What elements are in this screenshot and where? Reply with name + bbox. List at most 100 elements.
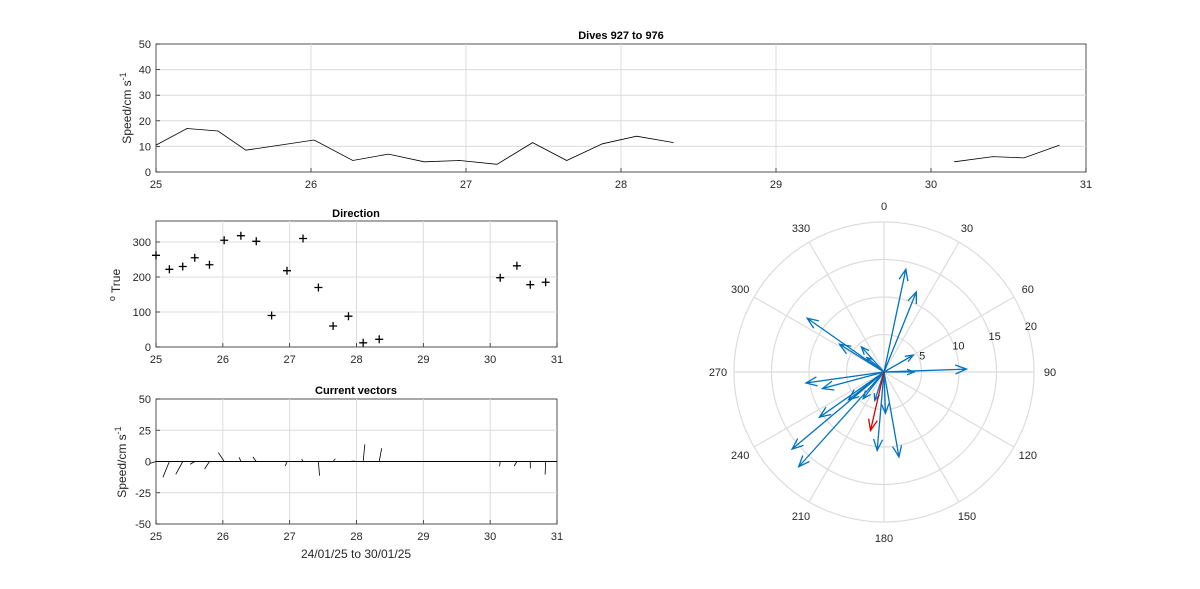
- direction-point: [344, 312, 353, 321]
- compass-arrow-head: [790, 438, 804, 451]
- compass-arrow-head: [906, 368, 916, 376]
- compass-spoke: [753, 371, 885, 448]
- speed-ytick-label: 0: [145, 167, 151, 179]
- compass-arrow-shaft: [883, 368, 967, 373]
- direction-series: [152, 231, 550, 347]
- speed-ytick-label: 50: [139, 39, 151, 51]
- compass-angle-label: 0: [881, 201, 887, 213]
- speed-panel: 25 26 27 28 29 30 31 0 10 20 30 40 50 Dives 927 to …: [118, 30, 1092, 191]
- direction-point: [541, 278, 550, 287]
- compass-radius-label: 10: [952, 341, 964, 353]
- vectors-stick: [149, 461, 157, 464]
- compass-arrow-head: [797, 455, 810, 469]
- compass-arrow-head: [865, 356, 873, 363]
- direction-point: [190, 253, 199, 262]
- compass-arrow-shaft: [876, 371, 885, 451]
- compass-spoke: [753, 296, 885, 373]
- compass-arrow-shaft: [869, 371, 885, 431]
- compass-arrow-head: [860, 345, 870, 356]
- direction-xtick-label: 25: [150, 354, 162, 366]
- compass-arrow-head: [862, 390, 871, 400]
- vectors-xtick-labels: 25 26 27 28 29 30 31: [150, 531, 563, 543]
- compass-angle-label: 270: [709, 367, 727, 379]
- compass-arrow-head: [892, 445, 903, 459]
- direction-point: [205, 260, 214, 269]
- direction-point: [165, 265, 174, 274]
- direction-ytick-label: 0: [145, 342, 151, 354]
- compass-angle-label: 180: [875, 533, 893, 545]
- vectors-ytick-label: 50: [139, 394, 151, 406]
- vectors-xtick-label: 30: [484, 531, 496, 543]
- direction-point: [220, 236, 229, 245]
- speed-ylabel-text: Speed/cm s: [120, 80, 134, 143]
- compass-arrow-head: [954, 364, 969, 375]
- vectors-xtick-label: 31: [551, 531, 563, 543]
- compass-arrow-shaft: [883, 371, 887, 414]
- compass-arrow-shaft: [860, 346, 885, 373]
- direction-ytick-label: 300: [133, 237, 151, 249]
- vectors-stick: [378, 448, 383, 462]
- speed-xtick-label: 31: [1080, 179, 1092, 191]
- compass-spoke: [883, 371, 1015, 448]
- compass-angle-label: 300: [731, 284, 749, 296]
- compass-spoke: [883, 371, 960, 503]
- vectors-stick: [189, 461, 195, 465]
- direction-point: [178, 262, 187, 271]
- direction-point: [359, 338, 368, 347]
- compass-arrow-shaft: [883, 354, 914, 373]
- compass-arrow-head: [820, 380, 835, 391]
- direction-point: [282, 266, 291, 275]
- vectors-xtick-label: 27: [284, 531, 296, 543]
- vectors-xtick-label: 26: [217, 531, 229, 543]
- compass-arrow-shaft: [883, 291, 917, 373]
- vectors-stick: [362, 444, 366, 462]
- speed-xtick-labels: 25 26 27 28 29 30 31: [150, 179, 1092, 191]
- vectors-series: [149, 444, 557, 478]
- vectors-xtick-label: 25: [150, 531, 162, 543]
- direction-ylabel-text: True: [109, 269, 123, 294]
- direction-ytick-label: 100: [133, 307, 151, 319]
- compass-arrow-head: [805, 317, 820, 329]
- speed-title: Dives 927 to 976: [578, 30, 664, 42]
- compass-arrow-head: [838, 343, 852, 355]
- speed-xtick-label: 28: [615, 179, 627, 191]
- vectors-stick: [204, 461, 210, 470]
- compass-arrow-head: [904, 354, 915, 363]
- direction-ytick-label: 200: [133, 272, 151, 284]
- direction-xtick-label: 31: [551, 354, 563, 366]
- compass-arrow-head: [873, 438, 884, 453]
- direction-panel: 25 26 27 28 29 30 31 0 100 200 300 Direction o Tru…: [107, 208, 563, 366]
- compass-arrow-shaft: [791, 371, 885, 450]
- compass-radius-label: 20: [1025, 321, 1037, 333]
- compass-angle-label: 240: [731, 450, 749, 462]
- direction-point: [152, 251, 160, 260]
- direction-xtick-label: 28: [350, 354, 362, 366]
- vectors-panel: 25 26 27 28 29 30 31 -50 -25 0 25 50 Current vecto…: [113, 385, 563, 561]
- vectors-stick: [513, 461, 518, 467]
- compass-angle-label: 210: [792, 511, 810, 523]
- speed-xtick-label: 26: [305, 179, 317, 191]
- direction-point: [496, 273, 505, 282]
- direction-point: [329, 322, 338, 330]
- compass-arrow-shaft: [839, 343, 885, 373]
- speed-series-line: [954, 144, 1060, 163]
- compass-panel: 5 10 15 20 0 30 60 90 120 150 180 210 240 270 300 330: [709, 201, 1056, 545]
- compass-arrow-shaft: [883, 269, 907, 373]
- vectors-xtick-label: 29: [417, 531, 429, 543]
- vectors-stick: [238, 457, 242, 462]
- vectors-title: Current vectors: [315, 385, 397, 397]
- compass-arrow-head: [907, 290, 917, 305]
- vectors-ytick-label: -50: [135, 519, 151, 531]
- speed-ytick-label: 10: [139, 141, 151, 153]
- vectors-ytick-label: 25: [139, 425, 151, 437]
- compass-arrow-head: [847, 389, 860, 401]
- vectors-stick: [318, 461, 320, 476]
- vectors-stick: [301, 458, 304, 462]
- compass-angle-label: 120: [1019, 450, 1037, 462]
- compass-spoke: [883, 241, 960, 373]
- compass-spoke: [808, 371, 885, 503]
- compass-arrow-head: [818, 406, 832, 419]
- speed-grid: [155, 43, 1087, 173]
- compass-arrows: [790, 267, 969, 469]
